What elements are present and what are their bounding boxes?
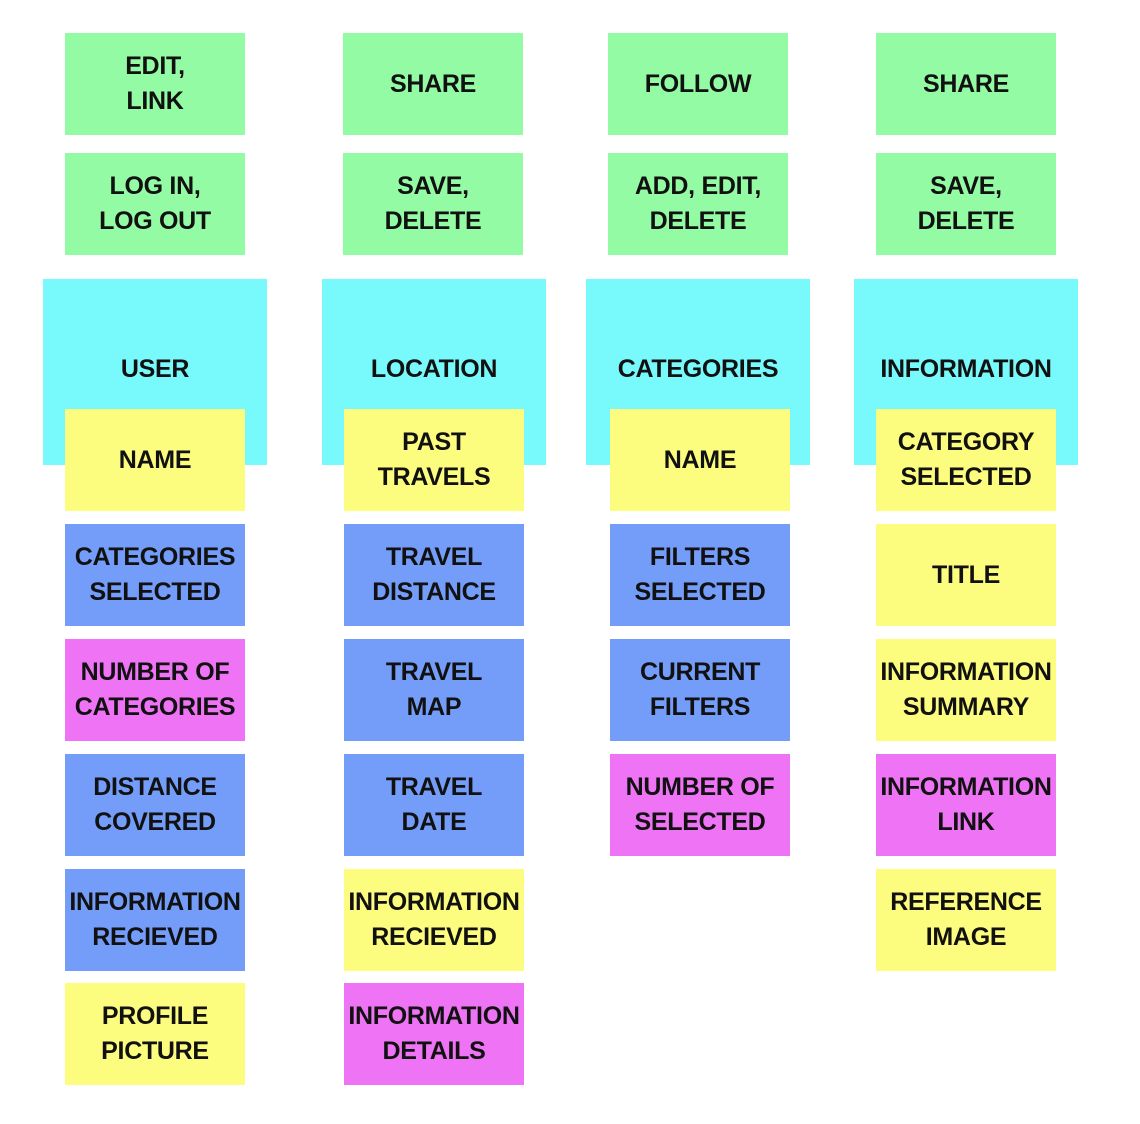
attribute-note-travel-distance: TRAVEL DISTANCE: [344, 524, 524, 626]
attribute-note-reference-image: REFERENCE IMAGE: [876, 869, 1056, 971]
action-note-save-delete: SAVE, DELETE: [343, 153, 523, 255]
attribute-note-number-of-selected: NUMBER OF SELECTED: [610, 754, 790, 856]
action-note-share: SHARE: [343, 33, 523, 135]
attribute-note-distance-covered: DISTANCE COVERED: [65, 754, 245, 856]
action-note-add-edit-delete: ADD, EDIT, DELETE: [608, 153, 788, 255]
attribute-note-profile-picture: PROFILE PICTURE: [65, 983, 245, 1085]
attribute-note-current-filters: CURRENT FILTERS: [610, 639, 790, 741]
action-note-save-delete: SAVE, DELETE: [876, 153, 1056, 255]
attribute-note-number-of-categories: NUMBER OF CATEGORIES: [65, 639, 245, 741]
attribute-note-information-details: INFORMATION DETAILS: [344, 983, 524, 1085]
attribute-note-information-link: INFORMATION LINK: [876, 754, 1056, 856]
attribute-note-title: TITLE: [876, 524, 1056, 626]
attribute-note-name: NAME: [610, 409, 790, 511]
attribute-note-past-travels: PAST TRAVELS: [344, 409, 524, 511]
attribute-note-filters-selected: FILTERS SELECTED: [610, 524, 790, 626]
attribute-note-categories-selected: CATEGORIES SELECTED: [65, 524, 245, 626]
attribute-note-travel-date: TRAVEL DATE: [344, 754, 524, 856]
action-note-log-in-out: LOG IN, LOG OUT: [65, 153, 245, 255]
attribute-note-information-recieved: INFORMATION RECIEVED: [65, 869, 245, 971]
attribute-note-information-recieved: INFORMATION RECIEVED: [344, 869, 524, 971]
action-note-share: SHARE: [876, 33, 1056, 135]
attribute-note-category-selected: CATEGORY SELECTED: [876, 409, 1056, 511]
attribute-note-travel-map: TRAVEL MAP: [344, 639, 524, 741]
action-note-follow: FOLLOW: [608, 33, 788, 135]
attribute-note-name: NAME: [65, 409, 245, 511]
attribute-note-information-summary: INFORMATION SUMMARY: [876, 639, 1056, 741]
action-note-edit-link: EDIT, LINK: [65, 33, 245, 135]
